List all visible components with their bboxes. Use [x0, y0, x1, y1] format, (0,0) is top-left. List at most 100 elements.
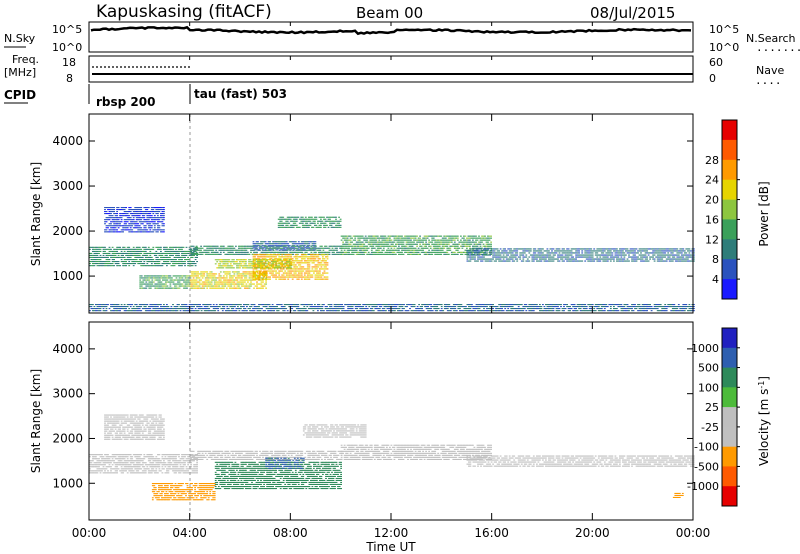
heatmap-cell: [108, 246, 111, 248]
heatmap-cell: [395, 243, 397, 245]
heatmap-cell: [263, 271, 266, 273]
heatmap-cell: [606, 258, 609, 260]
heatmap-cell: [134, 207, 137, 209]
heatmap-cell: [93, 263, 96, 265]
heatmap-cell: [485, 247, 488, 249]
heatmap-cell: [584, 260, 587, 262]
heatmap-cell: [175, 279, 178, 281]
heatmap-cell: [286, 251, 289, 253]
heatmap-cell: [466, 252, 469, 254]
heatmap-cell: [308, 272, 311, 274]
heatmap-cell: [472, 239, 474, 241]
heatmap-cell: [493, 260, 496, 262]
heatmap-cell: [542, 254, 544, 256]
heatmap-cell: [670, 252, 673, 254]
heatmap-cell: [363, 253, 366, 255]
heatmap-cell: [425, 245, 427, 247]
heatmap-cell: [260, 262, 262, 264]
heatmap-cell: [236, 249, 239, 251]
heatmap-cell: [257, 275, 260, 277]
heatmap-cell: [488, 235, 491, 237]
heatmap-cell: [410, 247, 412, 249]
heatmap-cell: [411, 243, 414, 245]
heatmap-cell: [141, 259, 144, 261]
heatmap-cell: [93, 259, 96, 261]
heatmap-cell: [143, 250, 146, 252]
heatmap-cell: [284, 265, 287, 267]
heatmap-cell: [453, 241, 456, 243]
heatmap-cell: [147, 213, 150, 215]
heatmap-cell: [475, 260, 478, 262]
heatmap-cell: [260, 254, 262, 256]
heatmap-cell: [554, 254, 556, 256]
heatmap-cell: [119, 213, 121, 215]
heatmap-cell: [469, 248, 472, 250]
heatmap-cell: [308, 224, 310, 226]
heatmap-cell: [492, 256, 494, 258]
heatmap-cell: [178, 285, 181, 287]
heatmap-cell: [258, 254, 261, 256]
heatmap-cell: [149, 261, 152, 263]
heatmap-cell: [182, 246, 185, 248]
heatmap-cell: [393, 241, 396, 243]
heatmap-cell: [116, 209, 118, 211]
heatmap-cell: [279, 241, 282, 243]
heatmap-cell: [90, 259, 93, 261]
heatmap-cell: [476, 253, 479, 255]
heatmap-cell: [548, 252, 550, 254]
heatmap-cell: [563, 250, 565, 252]
heatmap-cell: [401, 243, 403, 245]
heatmap-cell: [173, 261, 176, 263]
heatmap-cell: [267, 264, 270, 266]
heatmap-cell: [272, 261, 274, 263]
heatmap-cell: [117, 231, 120, 233]
heatmap-cell: [102, 256, 105, 258]
heatmap-cell: [215, 285, 218, 287]
heatmap-cell: [113, 265, 115, 267]
heatmap-cell: [182, 308, 185, 310]
heatmap-cell: [95, 246, 97, 248]
heatmap-cell: [155, 219, 158, 221]
heatmap-cell: [189, 245, 192, 247]
heatmap-cell: [479, 247, 482, 249]
heatmap-cell: [308, 270, 311, 272]
heatmap-cell: [137, 248, 140, 250]
heatmap-cell: [166, 261, 168, 263]
heatmap-cell: [99, 256, 102, 258]
heatmap-cell: [382, 241, 385, 243]
heatmap-cell: [140, 211, 143, 213]
heatmap-cell: [364, 235, 367, 237]
heatmap-cell: [676, 254, 679, 256]
heatmap-cell: [254, 279, 257, 281]
heatmap-cell: [263, 258, 265, 260]
heatmap-cell: [369, 241, 372, 243]
heatmap-cell: [303, 278, 306, 280]
heatmap-cell: [242, 261, 244, 263]
heatmap-cell: [264, 247, 267, 249]
heatmap-cell: [113, 308, 115, 310]
heatmap-cell: [519, 258, 522, 260]
heatmap-cell: [326, 264, 329, 266]
heatmap-cell: [194, 310, 197, 312]
heatmap-cell: [134, 304, 137, 306]
heatmap-cell: [107, 225, 109, 227]
heatmap-cell: [299, 270, 302, 272]
heatmap-cell: [267, 266, 270, 268]
heatmap-cell: [276, 241, 279, 243]
heatmap-cell: [245, 273, 248, 275]
heatmap-cell: [262, 277, 264, 279]
heatmap-cell: [569, 252, 571, 254]
heatmap-cell: [165, 277, 167, 279]
heatmap-cell: [543, 258, 546, 260]
heatmap-cell: [204, 283, 207, 285]
heatmap-cell: [275, 270, 277, 272]
heatmap-cell: [566, 258, 568, 260]
heatmap-cell: [193, 250, 195, 252]
heatmap-cell: [540, 252, 543, 254]
heatmap-cell: [619, 250, 621, 252]
heatmap-cell: [197, 277, 199, 279]
heatmap-cell: [446, 241, 449, 243]
heatmap-cell: [325, 260, 327, 262]
heatmap-cell: [582, 256, 585, 258]
